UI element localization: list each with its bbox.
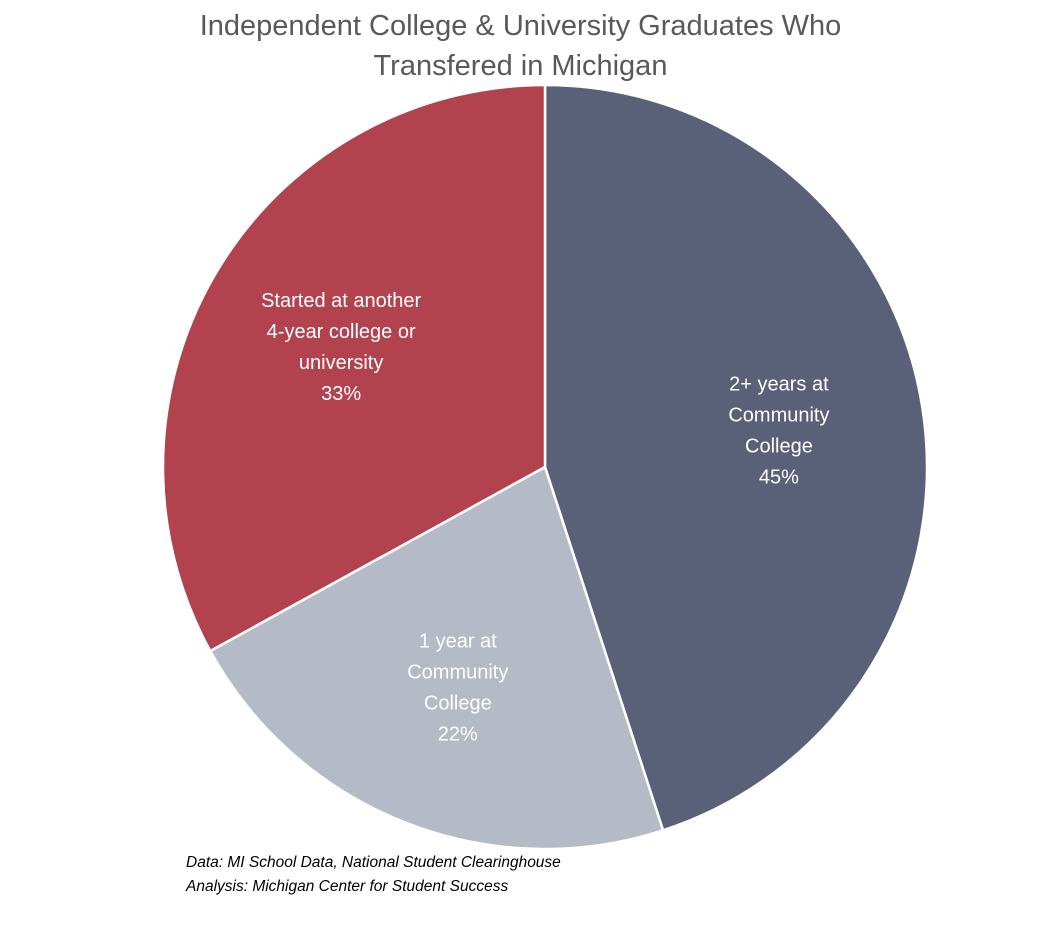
pie-slice-label-line: 1 year at bbox=[419, 631, 497, 653]
pie-slice-value: 45% bbox=[759, 466, 799, 488]
pie-slice-label-line: Community bbox=[728, 404, 829, 426]
pie-slice-label-line: 4-year college or bbox=[267, 321, 416, 343]
pie-slice-label-2: Started at another 4-year college or unive… bbox=[261, 290, 421, 405]
pie-slice-label-1: 1 year at Community College 22% bbox=[407, 631, 508, 746]
pie-slice-2 bbox=[161, 83, 547, 653]
pie-slice-label-line: Started at another bbox=[261, 290, 421, 312]
pie-slice-label-line: College bbox=[745, 435, 813, 457]
pie-slice-label-line: 2+ years at bbox=[729, 373, 829, 395]
pie-slice-label-line: Community bbox=[407, 662, 508, 684]
pie-slice-label-0: 2+ years at Community College 45% bbox=[728, 373, 829, 488]
chart-title-line-1: Independent College & University Graduat… bbox=[199, 10, 842, 42]
source-note: Data: MI School Data, National Student C… bbox=[186, 851, 561, 899]
source-data-line: Data: MI School Data, National Student C… bbox=[186, 854, 561, 871]
pie-slice-label-line: College bbox=[424, 693, 492, 715]
pie-slice-value: 22% bbox=[438, 724, 478, 746]
pie-slice-0 bbox=[543, 83, 929, 832]
pie-slice-value: 33% bbox=[321, 383, 361, 405]
source-analysis-line: Analysis: Michigan Center for Student Su… bbox=[186, 878, 509, 895]
chart-title: Independent College & University Graduat… bbox=[0, 6, 1041, 86]
pie-slice-1 bbox=[208, 465, 665, 851]
pie-slice-label-line: university bbox=[299, 352, 383, 374]
chart-title-line-2: Transfered in Michigan bbox=[373, 50, 668, 82]
